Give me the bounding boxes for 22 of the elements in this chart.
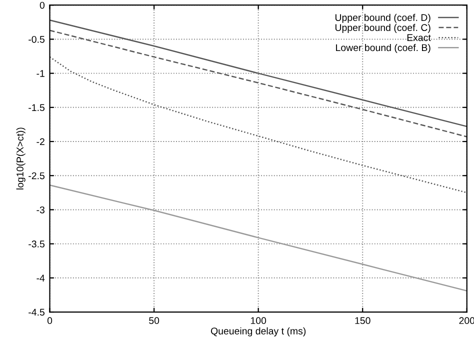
y-axis-title: log10(P(X>ct)): [16, 128, 26, 190]
legend-label: Upper bound (coef. C): [335, 24, 430, 33]
y-tick-label: -2.5: [28, 172, 45, 180]
x-tick-label: 50: [149, 317, 160, 324]
y-tick-label: -3: [36, 206, 44, 214]
line-series: [50, 184, 467, 292]
x-tick-label: 100: [250, 317, 266, 324]
y-tick-label: -4.5: [28, 308, 45, 316]
y-tick-label: -4: [36, 274, 45, 282]
y-tick-label: -2: [36, 138, 44, 146]
x-tick-label: 0: [47, 317, 52, 324]
y-tick-label: -0.5: [28, 36, 45, 43]
legend-label: Lower bound (coef. B): [336, 44, 430, 54]
line-series: [50, 56, 467, 194]
y-tick-label: -3.5: [28, 240, 45, 248]
legend-label: Upper bound (coef. D): [335, 14, 430, 23]
legend-label: Exact: [407, 34, 431, 42]
y-tick-label: 0: [40, 2, 45, 9]
y-tick-label: -1.5: [28, 104, 45, 112]
x-axis-title: Queueing delay t (ms): [210, 327, 306, 336]
y-tick-label: -1: [36, 70, 44, 77]
x-tick-label: 150: [355, 317, 370, 324]
